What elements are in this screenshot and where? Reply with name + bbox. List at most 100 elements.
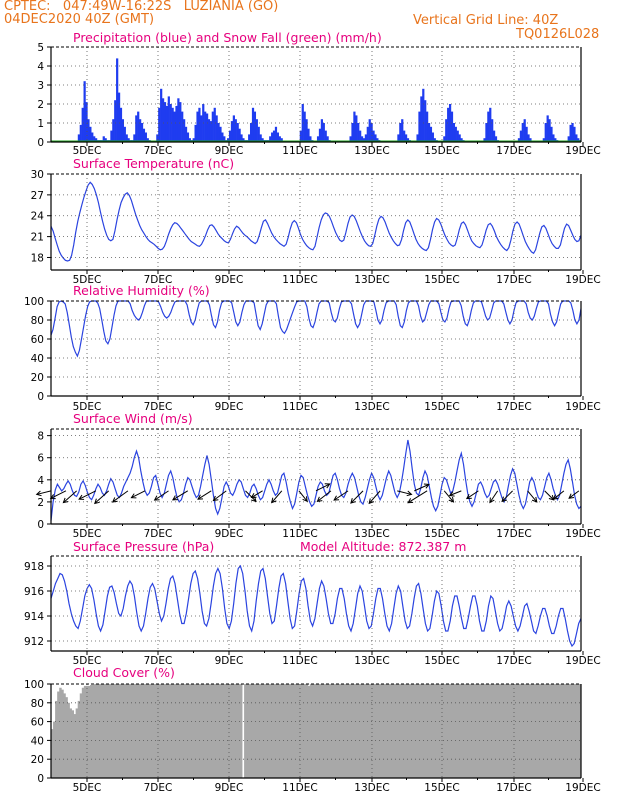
precip-bar [135, 115, 138, 142]
cloud-bar [268, 684, 272, 778]
precip-bar [219, 126, 222, 142]
cloud-bar [289, 684, 292, 778]
x-tick-label: 19DEC [565, 145, 600, 157]
cloud-bar [196, 684, 200, 778]
precip-bar [85, 102, 88, 142]
precip-bar [184, 126, 188, 142]
precip-bar [372, 130, 375, 142]
cloud-bar [334, 684, 337, 778]
wind-arrow [552, 490, 565, 500]
cloud-bar [141, 684, 144, 778]
header-location: CPTEC: 047:49W-16:22S LUZIANIA (GO) [4, 0, 279, 14]
wind-arrow-head [250, 492, 257, 499]
precip-bar [249, 123, 253, 142]
precip-bar [447, 107, 450, 142]
wind-arrow-head [552, 494, 559, 500]
wind-arrow-head [316, 496, 323, 503]
cloud-bar [198, 684, 202, 778]
cloud-bar [190, 684, 194, 778]
cloud-bar [472, 684, 475, 778]
precip-bar [230, 121, 234, 142]
cloud-bar [161, 684, 165, 778]
precip-bar [200, 115, 203, 142]
cloud-bar [361, 684, 364, 778]
wind-arrow-shaft [197, 490, 212, 500]
cloud-bar [207, 684, 210, 778]
cloud-bar [59, 687, 62, 778]
wind-arrow [397, 490, 413, 497]
x-tick-label: 7DEC [144, 782, 173, 794]
y-tick-label: 0 [37, 137, 44, 149]
precip-bar [318, 128, 322, 142]
cloud-bar [186, 684, 190, 778]
precip-bar [248, 134, 251, 142]
wind-arrow-shaft [50, 490, 67, 499]
wind-arrow [94, 490, 110, 505]
precip-bar [234, 119, 237, 142]
cloud-bar [145, 684, 148, 778]
precip-bar [194, 124, 197, 142]
wind-arrow-head [368, 498, 375, 505]
precip-bar [137, 111, 140, 142]
precip-bar [255, 119, 258, 142]
wind-arrow-head [423, 483, 430, 489]
precip-bar [192, 138, 195, 142]
cloud-bar [244, 684, 247, 778]
cloud-bar [556, 684, 559, 778]
cloud-bar [416, 684, 420, 778]
wind-arrow-head [333, 495, 340, 501]
wind-arrow [316, 490, 332, 503]
precip-bar [571, 123, 574, 142]
cloud-bar [412, 684, 416, 778]
cloud-bar [124, 684, 128, 778]
precip-bar [186, 132, 190, 142]
cloud-bar [449, 684, 452, 778]
wind-arrow-shaft [298, 490, 308, 502]
cloud-bar [558, 684, 561, 778]
wind-arrow-shaft [449, 490, 462, 496]
precip-bar [139, 119, 142, 142]
header-code: TQ0126L028 [516, 27, 600, 42]
cloud-bar [172, 684, 175, 778]
wind-arrow-shaft [63, 490, 77, 503]
precip-bar [271, 132, 274, 142]
precip-bar [181, 111, 184, 142]
cloud-bar [200, 684, 204, 778]
cloud-bar [554, 684, 557, 778]
precip-bar [554, 138, 557, 142]
precip-bar [133, 134, 136, 142]
cloud-bar [394, 684, 397, 778]
cloud-bar [229, 684, 233, 778]
cloud-bar [254, 684, 257, 778]
wind-arrow-head [324, 483, 331, 489]
cloud-bar [332, 684, 335, 778]
precip-bar [483, 138, 486, 142]
precip-bar [117, 92, 121, 142]
precip-bar [240, 134, 243, 142]
precip-bar [87, 119, 90, 142]
cloud-bar [486, 684, 489, 778]
cloud-bar [342, 684, 346, 778]
y-tick-label: 100 [24, 679, 44, 691]
cloud-bar [521, 684, 524, 778]
precip-bar [188, 138, 191, 142]
precip-bar [567, 136, 570, 142]
cloud-bar [258, 684, 261, 778]
cloud-bar [114, 684, 118, 778]
precip-bar [89, 126, 92, 142]
cloud-bar [293, 684, 296, 778]
cloud-bar [562, 684, 565, 778]
y-tick-label: 30 [31, 169, 44, 181]
wind-arrow-head [501, 496, 508, 503]
precip-bar [123, 126, 126, 142]
cloud-bar [515, 684, 518, 778]
wind-arrow-shaft [333, 490, 349, 501]
precip-bar [280, 138, 283, 142]
panel-title: Cloud Cover (%) [73, 665, 175, 680]
wind-arrow-shaft [368, 490, 381, 504]
cloud-bar [572, 684, 576, 778]
wind-arrow-head [153, 495, 160, 501]
y-tick-label: 914 [24, 611, 44, 623]
cloud-bar [357, 684, 360, 778]
cloud-bar [336, 684, 339, 778]
